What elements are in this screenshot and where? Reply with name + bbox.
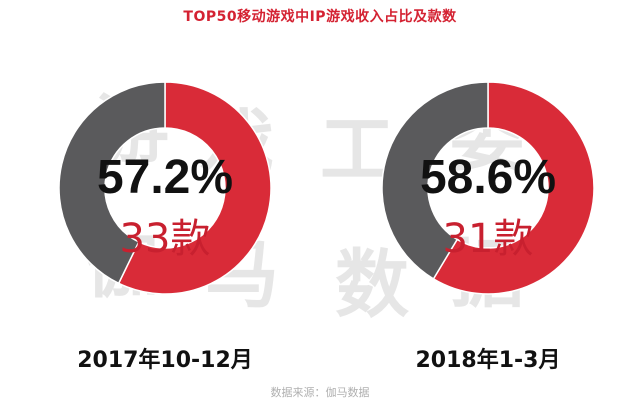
donut-slice-ip bbox=[117, 81, 272, 295]
center-value-2018: 58.6% bbox=[419, 151, 557, 204]
center-value-2017: 57.2% bbox=[96, 151, 234, 204]
donut-chart-2017 bbox=[58, 81, 272, 295]
donut-slice-other bbox=[381, 81, 489, 280]
donut-chart-2018 bbox=[381, 81, 595, 295]
donut-slice-other bbox=[58, 81, 166, 285]
center-count-2018: 31款 bbox=[442, 216, 534, 262]
period-label-2018: 2018年1-3月 bbox=[415, 348, 561, 373]
period-label-2017: 2017年10-12月 bbox=[77, 348, 253, 373]
source-note: 数据来源：伽马数据 bbox=[270, 386, 370, 399]
chart-title: TOP50移动游戏中IP游戏收入占比及款数 bbox=[183, 9, 457, 25]
center-count-2017: 33款 bbox=[119, 216, 211, 262]
donut-slice-ip bbox=[432, 81, 595, 295]
